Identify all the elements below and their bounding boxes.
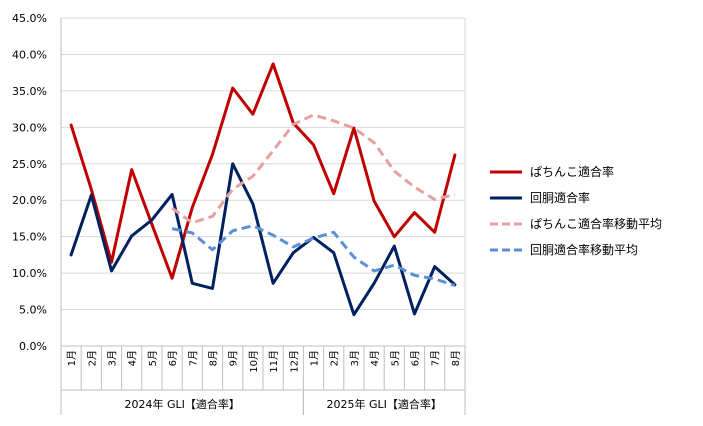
y-tick-label: 20.0% bbox=[12, 194, 47, 207]
y-tick-label: 40.0% bbox=[12, 48, 47, 61]
y-tick-label: 45.0% bbox=[12, 12, 47, 25]
y-tick-label: 10.0% bbox=[12, 267, 47, 280]
legend-label: ぱちんこ適合率移動平均 bbox=[530, 216, 662, 231]
x-tick-label: 6月 bbox=[167, 350, 179, 366]
x-tick-label: 4月 bbox=[369, 350, 381, 366]
x-tick-label: 8月 bbox=[450, 350, 462, 366]
x-tick-label: 5月 bbox=[389, 350, 401, 366]
group-label: 2024年 GLI【適合率】 bbox=[125, 397, 240, 411]
x-tick-label: 6月 bbox=[410, 350, 422, 366]
x-tick-label: 9月 bbox=[228, 350, 240, 366]
x-tick-label: 10月 bbox=[248, 350, 260, 373]
y-tick-label: 0.0% bbox=[19, 340, 47, 353]
series-line-2 bbox=[69, 162, 457, 317]
x-tick-label: 2月 bbox=[329, 350, 341, 366]
x-tick-label: 1月 bbox=[66, 350, 78, 366]
x-tick-label: 5月 bbox=[147, 350, 159, 366]
legend-label: 回胴適合率 bbox=[530, 190, 590, 205]
y-tick-label: 35.0% bbox=[12, 85, 47, 98]
legend-label: 回胴適合率移動平均 bbox=[530, 242, 638, 257]
x-tick-label: 3月 bbox=[349, 350, 361, 366]
y-tick-label: 25.0% bbox=[12, 158, 47, 171]
x-tick-label: 8月 bbox=[208, 350, 220, 366]
legend-label: ぱちんこ適合率 bbox=[530, 164, 614, 179]
x-tick-label: 12月 bbox=[288, 350, 300, 373]
x-tick-label: 3月 bbox=[107, 350, 119, 366]
y-tick-label: 15.0% bbox=[12, 231, 47, 244]
series-lines bbox=[69, 62, 457, 317]
y-tick-label: 5.0% bbox=[19, 304, 47, 317]
series-line-4 bbox=[171, 224, 456, 287]
x-tick-label: 7月 bbox=[430, 350, 442, 366]
x-tick-label: 7月 bbox=[187, 350, 199, 366]
axes: 0.0% 5.0% 10.0% 15.0% 20.0% 25.0% 30.0% 35.0% 40… bbox=[12, 12, 466, 415]
x-tick-label: 2月 bbox=[86, 350, 98, 366]
series-line-1 bbox=[69, 62, 457, 280]
gridlines bbox=[61, 17, 465, 347]
series-line-3 bbox=[171, 113, 456, 225]
y-tick-label: 30.0% bbox=[12, 121, 47, 134]
x-tick-label: 1月 bbox=[309, 350, 321, 366]
group-label: 2025年 GLI【適合率】 bbox=[327, 397, 442, 411]
x-tick-label: 4月 bbox=[127, 350, 139, 366]
x-tick-label: 11月 bbox=[268, 350, 280, 373]
